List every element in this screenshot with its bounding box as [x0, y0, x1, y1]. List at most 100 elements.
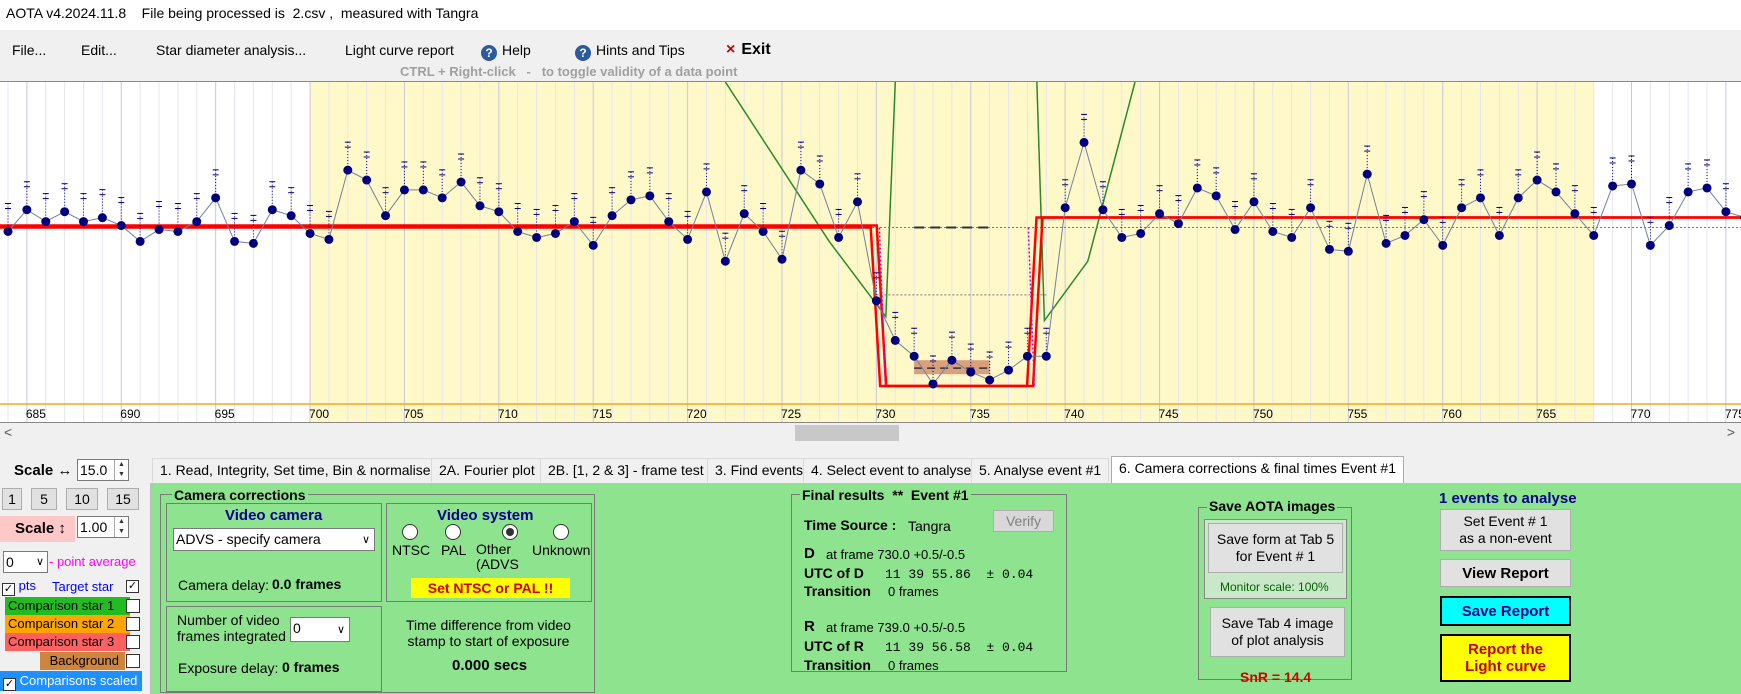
frames-integrated-select[interactable]: 0 ∨ — [290, 617, 350, 642]
plot-data-point — [569, 217, 579, 227]
plot-x-tick-label: 685 — [26, 407, 46, 421]
plot-data-point — [985, 375, 995, 385]
plot-data-point — [248, 238, 258, 248]
tab-read-integrity[interactable]: 1. Read, Integrity, Set time, Bin & norm… — [152, 458, 439, 482]
scale-v-stepper[interactable]: 1.00 ▲ ▼ — [77, 516, 129, 538]
scroll-left-icon[interactable]: < — [4, 424, 13, 440]
menu-edit[interactable]: Edit... — [81, 42, 117, 58]
scroll-right-icon[interactable]: > — [1726, 424, 1735, 440]
comparisons-scaled-label: Comparisons scaled — [19, 673, 138, 688]
plot-data-point — [1155, 209, 1165, 219]
verify-button[interactable]: Verify — [993, 510, 1054, 532]
plot-data-point — [1211, 191, 1221, 201]
save-form-button[interactable]: Save form at Tab 5 for Event # 1 — [1208, 523, 1343, 573]
scale-h-stepper[interactable]: 15.0 ▲ ▼ — [77, 459, 129, 481]
scroll-thumb[interactable] — [795, 425, 899, 441]
plot-data-point — [607, 211, 617, 221]
scale-v-label: Scale ↕ — [15, 520, 66, 537]
spin-arrows-icon[interactable]: ▲ ▼ — [114, 517, 128, 537]
video-system-label: Video system — [437, 507, 534, 524]
tab-fourier-plot[interactable]: 2A. Fourier plot — [431, 458, 543, 482]
menu-help-label: Help — [502, 42, 531, 58]
menu-file[interactable]: File... — [12, 42, 47, 58]
comparison-star-1-label: Comparison star 1 — [8, 598, 115, 613]
time-source-label: Time Source : — [804, 517, 897, 533]
plot-data-point — [1306, 203, 1316, 213]
hint-line: CTRL + Right-click - to toggle validity … — [400, 64, 738, 79]
radio-unknown[interactable] — [553, 524, 569, 540]
plot-data-point — [475, 201, 485, 211]
close-icon: × — [726, 41, 736, 58]
comparison-star-1: Comparison star 1 — [5, 597, 130, 615]
scale-v-highlight — [0, 516, 75, 542]
camera-corrections-group — [160, 494, 595, 693]
target-star-label: Target star — [52, 579, 114, 594]
radio-other[interactable] — [502, 524, 518, 540]
scale-button-5[interactable]: 5 — [31, 488, 57, 510]
time-source-value: Tangra — [908, 518, 951, 534]
plot-x-tick-label: 715 — [592, 407, 612, 421]
report-light-curve-button[interactable]: Report the Light curve — [1440, 634, 1571, 682]
pts-label: pts — [18, 578, 36, 593]
scale-button-10[interactable]: 10 — [66, 488, 98, 510]
menu-light-curve-report[interactable]: Light curve report — [345, 42, 454, 58]
plot-data-point — [1532, 175, 1542, 185]
tab-analyse-event[interactable]: 5. Analyse event #1 — [971, 458, 1110, 482]
plot-x-tick-label: 700 — [309, 407, 329, 421]
plot-x-tick-label: 710 — [498, 407, 518, 421]
plot-data-point — [305, 228, 315, 238]
plot-data-point — [1041, 351, 1051, 361]
target-star-checkbox[interactable]: ✓ — [126, 580, 139, 593]
comparisons-scaled[interactable]: ✓ Comparisons scaled — [0, 671, 142, 691]
exposure-delay-value: 0 frames — [282, 659, 340, 675]
comparison-star-2-checkbox[interactable] — [126, 617, 140, 631]
exposure-delay-label: Exposure delay: — [178, 660, 279, 676]
scale-h-value: 15.0 — [80, 462, 108, 478]
camera-select[interactable]: ADVS - specify camera ∨ — [173, 528, 375, 551]
menu-help[interactable]: ? Help — [481, 42, 531, 61]
spin-arrows-icon[interactable]: ▲ ▼ — [114, 460, 128, 480]
view-report-button[interactable]: View Report — [1440, 559, 1571, 587]
radio-ntsc[interactable] — [402, 524, 418, 540]
integration-group — [166, 606, 382, 692]
plot-data-point — [890, 335, 900, 345]
radio-pal[interactable] — [445, 524, 461, 540]
d-frame: at frame 730.0 +0.5/-0.5 — [826, 547, 966, 562]
checkbox-icon[interactable]: ✓ — [2, 583, 15, 596]
scale-button-1[interactable]: 1 — [2, 488, 22, 510]
menu-star-diameter[interactable]: Star diameter analysis... — [156, 42, 307, 58]
plot-r-edge — [1027, 227, 1036, 386]
plot-d-edge — [878, 227, 887, 386]
plot-x-tick-label: 760 — [1442, 407, 1462, 421]
background-checkbox[interactable] — [126, 654, 140, 668]
tab-find-events[interactable]: 3. Find events — [707, 458, 811, 482]
utc-d-label: UTC of D — [804, 565, 864, 581]
light-curve-plot[interactable]: 685 690 695 700 705 710 715 720 725 730 735 740 745 7… — [0, 81, 1741, 423]
plot-scrollbar[interactable]: < > — [0, 423, 1741, 443]
plot-data-point — [135, 236, 145, 246]
scale-button-15[interactable]: 15 — [107, 488, 139, 510]
menu-hints[interactable]: ? Hints and Tips — [575, 42, 685, 61]
comparison-star-3-checkbox[interactable] — [126, 635, 140, 649]
tab-camera-corrections[interactable]: 6. Camera corrections & final times Even… — [1111, 456, 1405, 484]
plot-data-point — [22, 205, 32, 215]
plot-data-point — [532, 232, 542, 242]
plot-data-point — [815, 179, 825, 189]
pts-toggle[interactable]: ✓ pts — [2, 578, 36, 596]
comparison-star-1-checkbox[interactable] — [126, 599, 140, 613]
tab-frame-test[interactable]: 2B. [1, 2 & 3] - frame test — [540, 458, 712, 482]
light-curve-svg[interactable]: 685 690 695 700 705 710 715 720 725 730 735 740 745 7… — [0, 82, 1741, 422]
menu-exit[interactable]: × Exit — [726, 41, 771, 59]
save-report-button[interactable]: Save Report — [1440, 596, 1571, 626]
tab-strip: 1. Read, Integrity, Set time, Bin & norm… — [150, 456, 1741, 484]
plot-data-point — [399, 185, 409, 195]
chevron-down-icon: ∨ — [361, 534, 370, 546]
point-average-select[interactable]: 0 ∨ — [3, 551, 48, 573]
save-tab4-button[interactable]: Save Tab 4 image of plot analysis — [1210, 607, 1345, 657]
plot-data-point — [1117, 232, 1127, 242]
checkbox-icon[interactable]: ✓ — [3, 678, 16, 691]
video-camera-group — [166, 503, 382, 602]
set-non-event-button[interactable]: Set Event # 1 as a non-event — [1440, 509, 1571, 551]
scale-h-label: Scale ↔ — [14, 462, 73, 479]
tab-select-event[interactable]: 4. Select event to analyse — [803, 458, 980, 482]
